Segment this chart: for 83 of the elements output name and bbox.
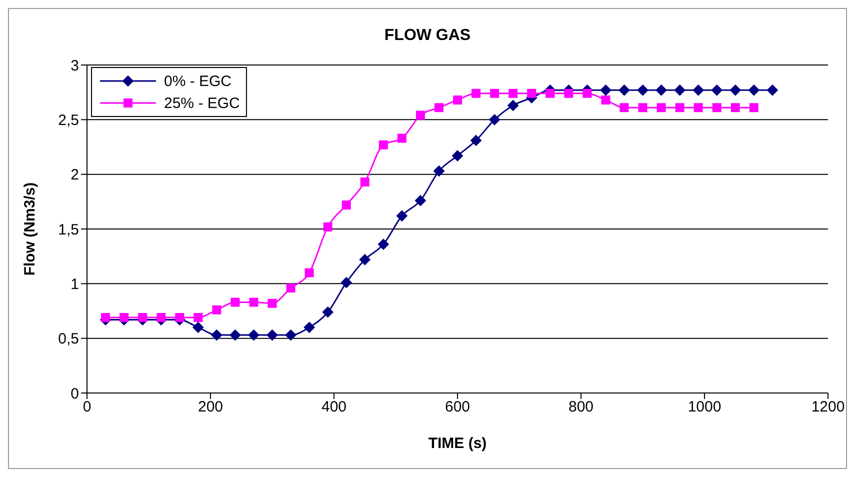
point [360, 177, 370, 186]
point [323, 222, 332, 232]
y-tick-label: 1,5 [58, 221, 79, 238]
x-axis-title: TIME (s) [428, 435, 487, 452]
point [674, 84, 686, 96]
point [342, 200, 351, 210]
point [618, 84, 630, 96]
chart-title: FLOW GAS [383, 27, 472, 45]
point [490, 88, 500, 98]
x-tick-label: 600 [444, 398, 470, 416]
point [397, 134, 406, 143]
point [638, 103, 648, 112]
point [546, 88, 555, 98]
point [175, 313, 184, 322]
point [101, 313, 110, 322]
legend-label: 0% - EGC [164, 72, 232, 90]
point [582, 88, 592, 98]
point [508, 88, 518, 98]
point [156, 313, 166, 322]
y-tick-label: 0 [70, 385, 79, 402]
x-tick-label: 0 [82, 398, 92, 416]
point [416, 110, 425, 120]
y-tick-label: 3 [70, 57, 79, 74]
y-tick-label: 2,5 [58, 112, 79, 129]
x-tick-label: 1000 [688, 398, 722, 416]
point [434, 103, 444, 112]
point [268, 298, 277, 308]
x-tick-label: 800 [568, 398, 594, 416]
point [453, 95, 462, 104]
point [285, 330, 296, 341]
point [414, 195, 426, 206]
point [212, 305, 222, 314]
point [637, 84, 648, 96]
point [730, 84, 741, 96]
point [230, 298, 240, 307]
point [508, 100, 519, 111]
point [620, 103, 629, 112]
point [378, 238, 389, 250]
point [656, 84, 667, 96]
point [470, 134, 482, 146]
point [472, 88, 481, 98]
point [304, 268, 314, 278]
point [266, 330, 278, 341]
y-axis-title: Flow (Nm3/s) [21, 182, 38, 276]
point [322, 306, 334, 318]
point [230, 330, 241, 341]
point [192, 322, 204, 333]
point [249, 298, 258, 307]
point [600, 84, 612, 96]
legend-label: 25% - EGC [164, 94, 240, 112]
x-tick-label: 1200 [811, 398, 845, 416]
point [766, 84, 778, 96]
point [527, 88, 536, 98]
point [694, 103, 703, 112]
point [748, 84, 760, 96]
point [248, 330, 260, 341]
point [675, 103, 684, 112]
y-tick-label: 2 [70, 166, 79, 184]
point [359, 254, 370, 266]
point [340, 277, 352, 288]
point [452, 150, 463, 162]
point [730, 103, 740, 112]
point [378, 140, 388, 150]
point [286, 284, 296, 293]
y-tick-label: 0,5 [58, 330, 79, 348]
point [489, 114, 500, 126]
x-tick-label: 400 [321, 398, 347, 416]
point [138, 313, 148, 322]
point [396, 210, 408, 222]
point [712, 103, 722, 112]
point [433, 166, 444, 177]
point [564, 88, 574, 98]
x-tick-label: 200 [198, 398, 224, 416]
y-tick-label: 1 [70, 276, 79, 293]
point [749, 103, 758, 112]
point [304, 322, 315, 333]
point [120, 313, 129, 322]
point [692, 84, 704, 96]
point [194, 313, 203, 322]
point [211, 330, 222, 341]
point [711, 84, 722, 96]
point [656, 103, 666, 112]
point [601, 95, 610, 104]
